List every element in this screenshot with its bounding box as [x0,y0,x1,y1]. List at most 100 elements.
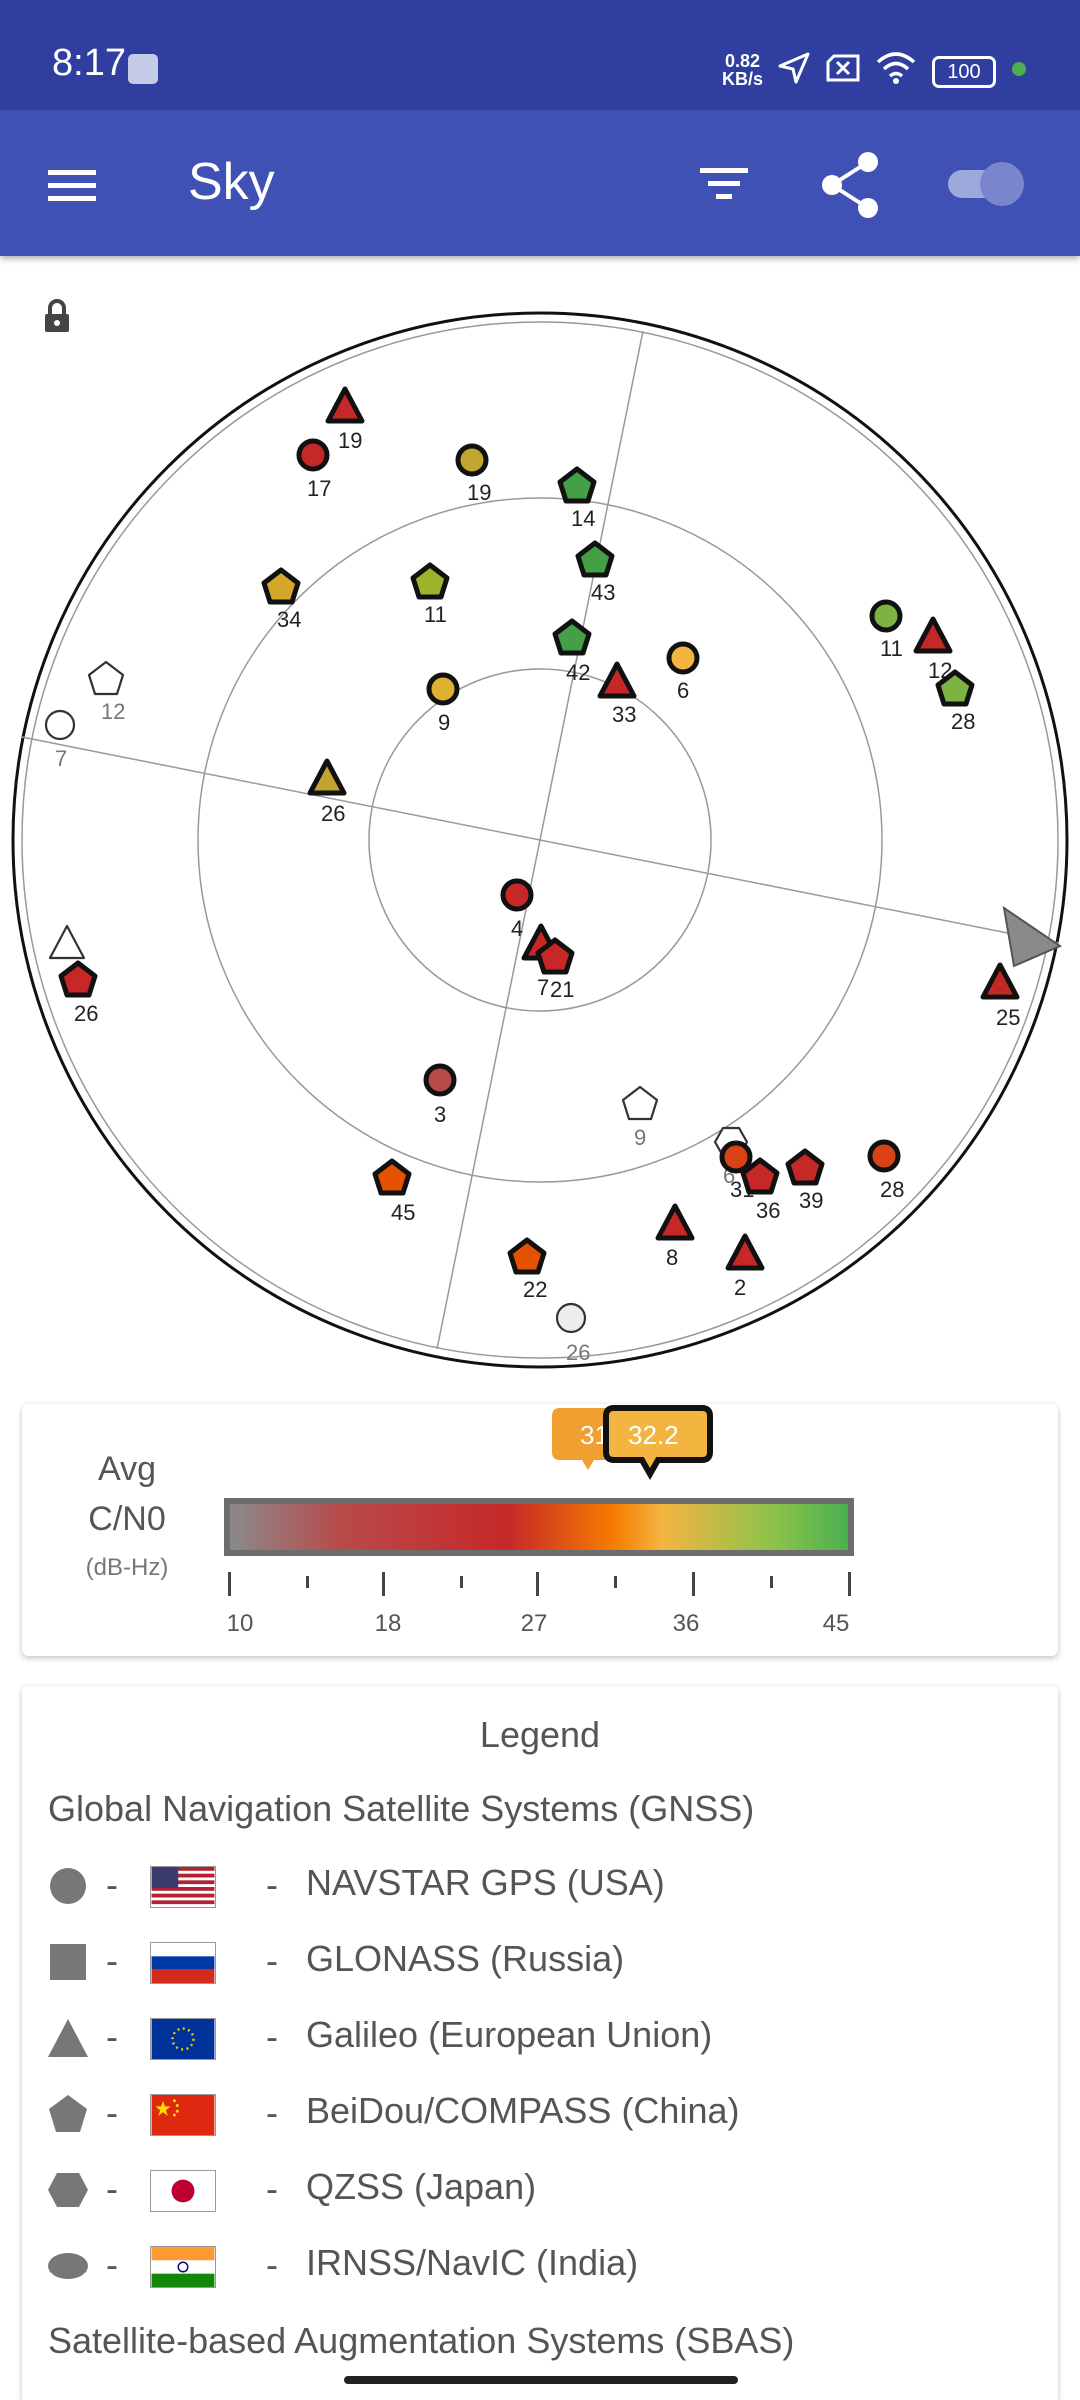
avg-badge-b-text: 32.2 [628,1420,679,1450]
circle-satellite-icon [44,709,76,741]
satellite-marker[interactable]: 6 [666,641,700,703]
tick-label: 27 [520,1610,548,1637]
satellite-label: 14 [571,506,595,531]
separator: - [266,2016,278,2057]
satellite-marker[interactable]: 9 [621,1085,659,1150]
satellite-label: 9 [634,1125,646,1150]
tick-minor [770,1576,773,1588]
pentagon-satellite-icon [557,466,597,504]
satellite-marker[interactable]: 8 [655,1203,695,1270]
no-sim-icon [826,54,860,82]
gesture-nav-bar[interactable] [344,2376,738,2384]
satellite-marker[interactable]: 28 [935,669,975,734]
satellite-label: 2 [734,1275,746,1300]
pentagon-satellite-icon [621,1085,659,1121]
satellite-label: 26 [566,1340,590,1365]
share-icon[interactable] [818,150,882,220]
pentagon-satellite-icon [410,562,450,600]
satellite-label: 36 [756,1198,780,1223]
triangle-satellite-icon [913,616,953,654]
circle-satellite-icon [555,1302,587,1334]
satellite-marker[interactable]: 11 [869,599,903,661]
pentagon-satellite-icon [87,660,125,696]
legend-item-glonass: - - GLONASS (Russia) [46,1932,1026,1992]
cn0-label: C/N0 [88,1500,166,1538]
circle-satellite-icon [666,641,700,675]
triangle-satellite-icon [655,1203,695,1241]
separator: - [106,1940,118,1981]
satellite-marker[interactable]: 36 [740,1157,780,1223]
satellite-marker[interactable]: 3 [423,1063,457,1127]
hexagon-shape-icon [48,2173,88,2207]
satellite-label: 33 [612,702,636,727]
satellite-marker[interactable]: 2 [725,1233,765,1300]
network-speed-value: 0.82 [724,51,761,71]
separator: - [106,1864,118,1905]
satellite-marker[interactable]: 26 [58,960,98,1026]
pentagon-satellite-icon [261,567,301,605]
satellite-label: 7 [537,975,549,1000]
separator: - [266,2244,278,2285]
satellite-marker[interactable]: 39 [785,1148,825,1213]
satellite-label: 39 [799,1188,823,1213]
satellite-label: 4 [511,916,523,941]
circle-satellite-icon [455,443,489,477]
satellite-marker[interactable]: 43 [575,540,615,605]
satellite-marker[interactable]: 28 [867,1139,904,1202]
satellite-marker[interactable]: 7 [44,709,76,771]
pentagon-satellite-icon [552,618,592,656]
separator: - [266,2168,278,2209]
satellite-label: 12 [101,699,125,724]
legend-item-irnss: - - IRNSS/NavIC (India) [46,2236,1026,2296]
satellite-marker[interactable]: 34 [261,567,301,632]
satellite-marker[interactable]: 9 [426,672,460,735]
status-bar: 8:17 0.82 KB/s 100 [0,0,1080,110]
tick-label: 36 [672,1610,700,1637]
triangle-shape-icon [48,2019,88,2057]
satellite-marker[interactable]: 19 [325,386,365,453]
satellite-label: 28 [951,709,975,734]
menu-icon[interactable] [46,166,98,206]
lock-icon[interactable] [42,298,72,334]
legend-item-galileo: - - Galileo (European Union) [46,2008,1026,2068]
tick-label: 45 [822,1610,850,1637]
circle-satellite-icon [869,599,903,633]
network-speed-unit: KB/s [722,69,764,89]
gnss-section-title: Global Navigation Satellite Systems (GNS… [48,1788,755,1829]
satellite-label: 21 [550,977,574,1002]
satellite-marker[interactable]: 12 [913,616,953,683]
pentagon-satellite-icon [935,669,975,707]
triangle-satellite-icon [307,758,347,796]
separator: - [106,2168,118,2209]
tick-major [382,1572,385,1596]
circle-satellite-icon [426,672,460,706]
satellite-marker[interactable]: 26 [555,1302,590,1365]
satellite-marker[interactable]: 11 [410,562,450,627]
sky-plot[interactable]: 1917191443341142336111228127926472113262… [0,300,1080,1380]
satellite-marker[interactable]: 25 [980,962,1020,1030]
tick-label: 18 [374,1610,402,1637]
satellite-marker[interactable]: 22 [507,1237,547,1302]
filter-icon[interactable] [694,164,754,204]
satellite-marker[interactable]: 31 [719,1140,754,1202]
satellite-marker[interactable]: 33 [597,661,637,727]
satellite-marker[interactable]: 17 [296,438,331,501]
satellite-marker[interactable]: 19 [455,443,491,505]
satellite-marker[interactable]: 42 [552,618,592,685]
cn0-card: Avg C/N0 (dB-Hz) 31. 32.2 10 18 27 36 45 [22,1404,1058,1656]
satellite-marker[interactable]: 12 [87,660,125,724]
legend-item-label: QZSS (Japan) [306,2166,537,2207]
satellite-label: 7 [55,746,67,771]
triangle-satellite-icon [597,661,637,699]
satellite-marker[interactable]: 26 [307,758,347,826]
satellite-marker[interactable]: 14 [557,466,597,531]
satellite-marker[interactable]: 4 [500,878,534,941]
tick-major [692,1572,695,1596]
wifi-icon [876,52,916,84]
satellite-marker[interactable]: 21 [535,937,575,1002]
toggle-switch[interactable] [944,158,1030,210]
satellite-marker[interactable]: 45 [372,1158,415,1225]
separator: - [106,2016,118,2057]
satellite-label: 26 [321,801,345,826]
usa-flag-icon [150,1866,216,1908]
